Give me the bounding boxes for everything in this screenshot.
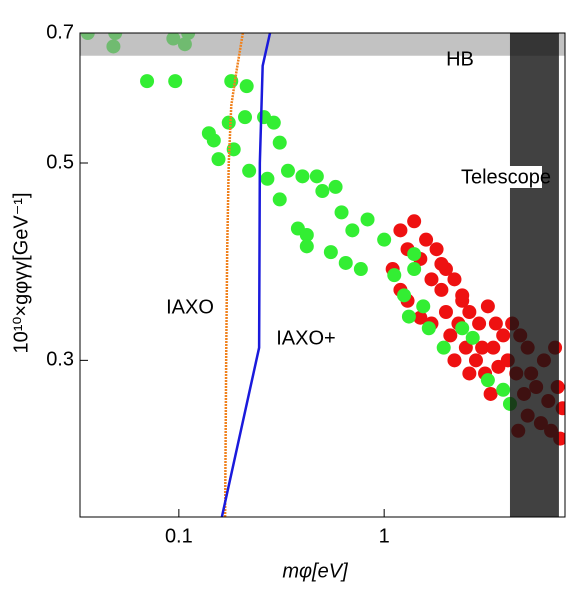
point: [486, 340, 501, 355]
point: [299, 227, 314, 242]
point: [360, 212, 375, 227]
y-tick-label: 0.3: [46, 349, 74, 371]
point: [447, 353, 462, 368]
point: [483, 386, 498, 401]
region-label: Telescope: [461, 166, 551, 188]
point: [334, 205, 349, 220]
point: [387, 268, 402, 283]
point: [455, 288, 470, 303]
point: [413, 310, 428, 325]
point: [480, 373, 495, 388]
point: [480, 299, 495, 314]
point: [458, 340, 473, 355]
point: [345, 223, 360, 238]
point: [299, 239, 314, 254]
x-axis-label: mφ[eV]: [282, 560, 348, 582]
region: [509, 33, 559, 517]
point: [407, 214, 422, 229]
point: [260, 171, 275, 186]
point: [424, 272, 439, 287]
point: [168, 74, 183, 89]
point: [397, 288, 412, 303]
point: [447, 272, 462, 287]
point: [434, 256, 449, 271]
point: [401, 309, 416, 324]
point: [266, 115, 281, 130]
point: [455, 321, 470, 336]
point: [323, 245, 338, 260]
point: [295, 169, 310, 184]
point: [338, 255, 353, 270]
point: [488, 316, 503, 331]
point: [309, 169, 324, 184]
y-axis-label: 10¹⁰×gφγγ[GeV⁻¹]: [10, 192, 32, 353]
point: [496, 382, 511, 397]
point: [443, 328, 458, 343]
point: [140, 74, 155, 89]
point: [407, 247, 422, 262]
curve: [223, 33, 245, 517]
y-tick-label: 0.7: [46, 21, 74, 43]
point: [496, 328, 511, 343]
point: [393, 223, 408, 238]
point: [272, 192, 287, 207]
point: [272, 135, 287, 150]
label-bg: [470, 166, 542, 188]
point: [429, 242, 444, 257]
point: [238, 110, 253, 125]
point: [315, 184, 330, 199]
x-tick-label: 0.1: [165, 525, 193, 547]
point: [242, 163, 257, 178]
point: [221, 115, 236, 130]
point: [353, 262, 368, 277]
point: [436, 340, 451, 355]
point: [462, 304, 477, 319]
curve: [220, 33, 272, 517]
point: [419, 232, 434, 247]
point: [434, 282, 449, 297]
point: [416, 299, 431, 314]
point: [462, 366, 477, 381]
point: [438, 304, 453, 319]
point: [211, 152, 226, 167]
point: [407, 262, 422, 277]
x-tick-label: 1: [379, 525, 390, 547]
point: [465, 330, 480, 345]
region: [80, 33, 565, 56]
curve-label: IAXO: [166, 296, 214, 318]
point: [472, 316, 487, 331]
point: [468, 353, 483, 368]
y-tick-label: 0.5: [46, 151, 74, 173]
point: [328, 179, 343, 194]
point: [280, 163, 295, 178]
curve-label: IAXO+: [276, 327, 335, 349]
frame: [79, 32, 566, 518]
point: [206, 133, 221, 148]
point: [377, 232, 392, 247]
point: [421, 321, 436, 336]
point: [239, 79, 254, 94]
point: [475, 340, 490, 355]
region-label: HB: [446, 48, 474, 70]
